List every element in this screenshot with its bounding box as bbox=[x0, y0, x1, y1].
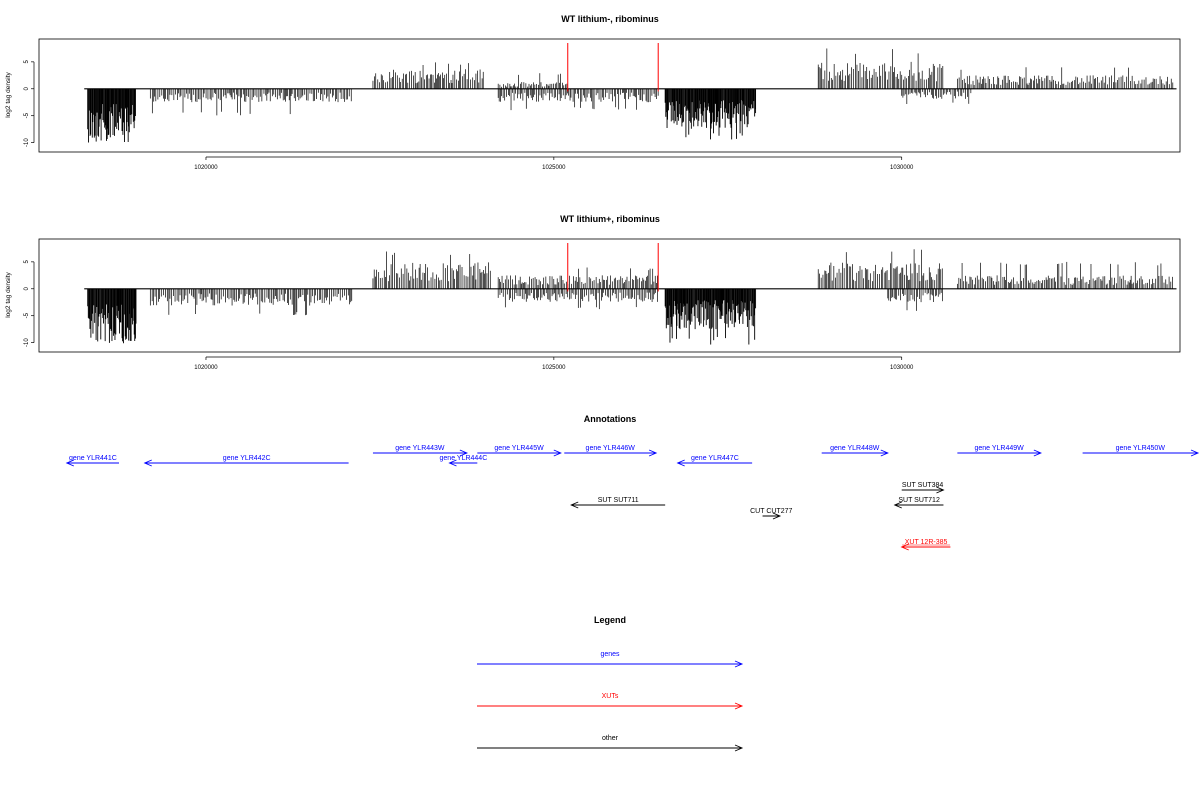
feature-label: SUT SUT711 bbox=[598, 497, 639, 504]
feature-arrow-head bbox=[448, 459, 457, 467]
feature-arrow-head bbox=[676, 459, 685, 467]
feature-gene: gene YLR444C bbox=[440, 455, 488, 467]
coverage-bars bbox=[84, 249, 1177, 345]
y-tick-label: -5 bbox=[24, 312, 30, 318]
feature-label: gene YLR449W bbox=[974, 445, 1024, 452]
feature-label: gene YLR450W bbox=[1116, 445, 1166, 452]
x-tick-label: 1020000 bbox=[194, 165, 218, 171]
legend-item: other bbox=[477, 735, 744, 752]
feature-gene: gene YLR447C bbox=[676, 455, 753, 467]
y-tick-label: -10 bbox=[24, 138, 30, 147]
feature-arrow-head bbox=[570, 501, 579, 509]
y-tick-label: 0 bbox=[24, 86, 30, 90]
y-axis-label: log2 tag density bbox=[5, 71, 12, 117]
feature-xut: XUT 12R-385 bbox=[900, 539, 951, 551]
feature-other: SUT SUT711 bbox=[570, 497, 666, 509]
feature-arrow-head bbox=[143, 459, 152, 467]
marker-lines bbox=[567, 43, 659, 92]
y-axis: 5 0 -5 -10 bbox=[24, 260, 35, 347]
legend-arrow-head bbox=[734, 702, 744, 710]
coverage-panel-lithium-minus: WT lithium-, ribominus log2 tag density … bbox=[5, 14, 1181, 171]
feature-label: gene YLR448W bbox=[830, 445, 880, 452]
feature-other: SUT SUT712 bbox=[893, 497, 944, 509]
feature-gene: gene YLR449W bbox=[957, 445, 1042, 457]
feature-gene: gene YLR445W bbox=[477, 445, 562, 457]
feature-arrow-head bbox=[880, 449, 889, 457]
x-tick-label: 1030000 bbox=[890, 165, 914, 171]
y-tick-label: -5 bbox=[24, 112, 30, 118]
annotation-track: Annotations gene YLR441C gene YLR442Cgene… bbox=[65, 414, 1200, 551]
feature-other: CUT CUT277 bbox=[750, 508, 792, 520]
marker-lines bbox=[567, 243, 659, 292]
plot-frame bbox=[38, 38, 1181, 153]
feature-gene: gene YLR448W bbox=[821, 445, 889, 457]
feature-label: gene YLR446W bbox=[586, 445, 636, 452]
x-axis: 1020000 1025000 1030000 bbox=[194, 356, 914, 371]
feature-arrow-head bbox=[648, 449, 658, 457]
legend-label: other bbox=[602, 735, 619, 742]
feature-label: SUT SUT384 bbox=[902, 482, 944, 489]
y-tick-label: 5 bbox=[24, 60, 30, 64]
y-tick-label: 5 bbox=[24, 260, 30, 264]
feature-gene: gene YLR446W bbox=[564, 445, 658, 457]
feature-arrow-head bbox=[936, 486, 945, 494]
coverage-panel-lithium-plus: WT lithium+, ribominus log2 tag density … bbox=[5, 214, 1181, 371]
panel-title: WT lithium-, ribominus bbox=[561, 14, 659, 24]
legend-label: genes bbox=[600, 651, 620, 658]
x-tick-label: 1020000 bbox=[194, 365, 218, 371]
feature-arrow-head bbox=[1190, 449, 1200, 457]
legend-item: XUTs bbox=[477, 693, 744, 710]
legend-arrow-head bbox=[734, 744, 744, 752]
y-tick-label: -10 bbox=[24, 338, 30, 347]
x-axis: 1020000 1025000 1030000 bbox=[194, 156, 914, 171]
feature-gene: gene YLR442C bbox=[143, 455, 349, 467]
feature-label: gene YLR447C bbox=[691, 455, 739, 462]
feature-other: SUT SUT384 bbox=[901, 482, 945, 494]
legend-arrow-head bbox=[734, 660, 744, 668]
legend-title: Legend bbox=[594, 615, 626, 625]
feature-arrow-head bbox=[65, 459, 75, 467]
feature-label: gene YLR441C bbox=[69, 455, 117, 462]
x-tick-label: 1030000 bbox=[890, 365, 914, 371]
annotations-title: Annotations bbox=[584, 414, 637, 424]
feature-label: gene YLR445W bbox=[494, 445, 544, 452]
feature-label: gene YLR443W bbox=[395, 445, 445, 452]
feature-gene: gene YLR443W bbox=[372, 445, 469, 457]
feature-label: gene YLR444C bbox=[440, 455, 488, 462]
feature-gene: gene YLR450W bbox=[1082, 445, 1200, 457]
y-axis-label: log2 tag density bbox=[5, 271, 12, 317]
feature-label: CUT CUT277 bbox=[750, 508, 792, 515]
legend: Legend genes XUTs other bbox=[477, 615, 744, 752]
y-tick-label: 0 bbox=[24, 286, 30, 290]
feature-label: SUT SUT712 bbox=[898, 497, 940, 504]
coverage-bars bbox=[84, 48, 1177, 143]
panel-title: WT lithium+, ribominus bbox=[560, 214, 660, 224]
feature-arrow-head bbox=[1033, 449, 1042, 457]
feature-arrows: gene YLR441C gene YLR442C gene YLR443W gene… bbox=[65, 445, 1200, 551]
feature-arrow-head bbox=[772, 512, 782, 520]
feature-label: gene YLR442C bbox=[223, 455, 271, 462]
legend-items: genes XUTs other bbox=[477, 651, 744, 752]
legend-item: genes bbox=[477, 651, 744, 668]
feature-arrow-head bbox=[459, 449, 469, 457]
x-tick-label: 1025000 bbox=[542, 165, 566, 171]
feature-gene: gene YLR441C bbox=[65, 455, 120, 467]
feature-arrow-head bbox=[893, 501, 902, 509]
plot-frame bbox=[38, 238, 1181, 353]
x-tick-label: 1025000 bbox=[542, 365, 566, 371]
feature-label: XUT 12R-385 bbox=[905, 539, 948, 546]
y-axis: 5 0 -5 -10 bbox=[24, 60, 35, 147]
legend-label: XUTs bbox=[602, 693, 619, 700]
feature-arrow-head bbox=[553, 449, 562, 457]
